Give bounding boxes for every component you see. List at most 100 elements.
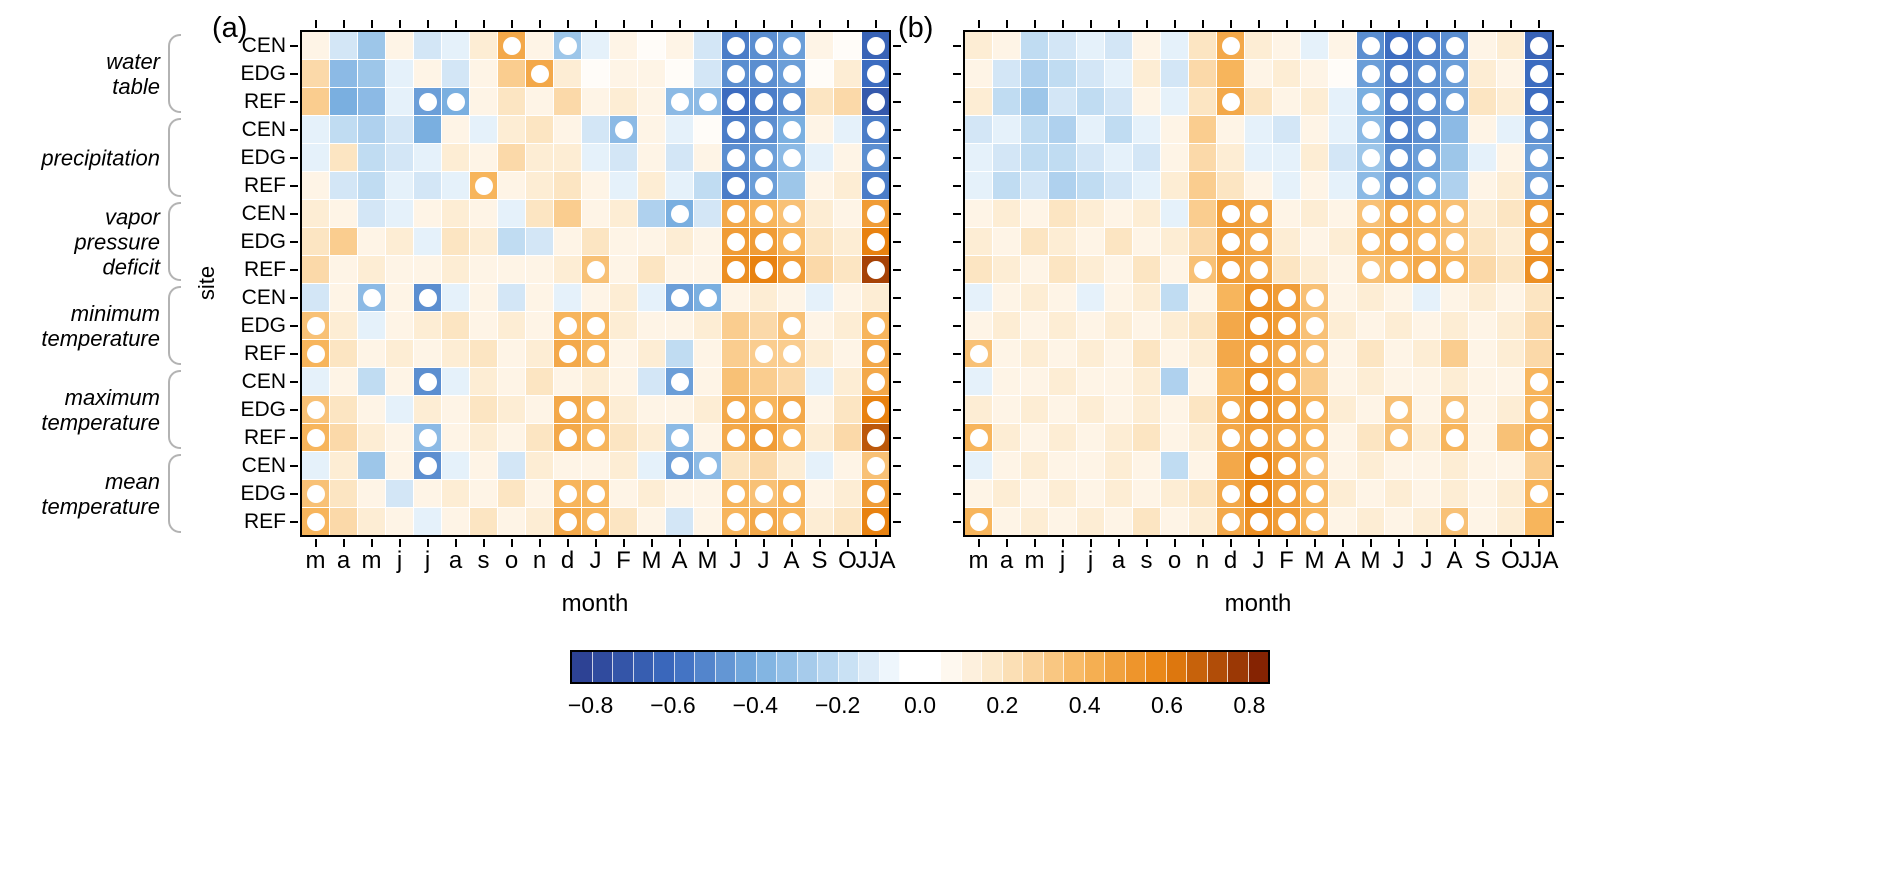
heatmap-cell (638, 32, 665, 59)
colorbar-segment (674, 652, 695, 682)
heatmap-cell (1525, 144, 1552, 171)
heatmap-cell (1497, 452, 1524, 479)
heatmap-cell (302, 312, 329, 339)
heatmap-cell (666, 228, 693, 255)
heatmap-cell (1077, 424, 1104, 451)
significance-dot (306, 428, 325, 447)
heatmap-cell (1469, 424, 1496, 451)
axis-tick (953, 520, 961, 523)
significance-dot (1417, 204, 1436, 223)
axis-tick (1481, 20, 1484, 28)
significance-dot (726, 148, 745, 167)
heatmap-cell (993, 88, 1020, 115)
heatmap-cell (470, 508, 497, 535)
heatmap-cell (1105, 116, 1132, 143)
heatmap-cell (1385, 32, 1412, 59)
heatmap-cell (750, 396, 777, 423)
heatmap-cell (1525, 116, 1552, 143)
axis-tick (846, 20, 849, 28)
heatmap-cell (386, 396, 413, 423)
heatmap-cell (722, 200, 749, 227)
heatmap-cell (554, 88, 581, 115)
significance-dot (1529, 120, 1548, 139)
heatmap-cell (610, 88, 637, 115)
significance-dot (754, 92, 773, 111)
heatmap-cell (834, 200, 861, 227)
heatmap-cell (1133, 480, 1160, 507)
heatmap-cell (1441, 452, 1468, 479)
heatmap-cell (554, 284, 581, 311)
heatmap-cell (610, 144, 637, 171)
heatmap-cell (1441, 172, 1468, 199)
heatmap-cell (993, 116, 1020, 143)
axis-tick (1556, 72, 1564, 75)
heatmap-cell (1245, 172, 1272, 199)
heatmap-cell (1385, 312, 1412, 339)
heatmap-cell (1525, 200, 1552, 227)
heatmap-cell (470, 88, 497, 115)
significance-dot (1445, 92, 1464, 111)
colorbar-gradient (570, 650, 1270, 684)
significance-dot (1305, 456, 1324, 475)
heatmap-cell (1189, 368, 1216, 395)
axis-tick (290, 464, 298, 467)
colorbar-segment (1207, 652, 1228, 682)
heatmap-cell (1189, 424, 1216, 451)
heatmap-cell (1021, 312, 1048, 339)
heatmap-cell (1049, 340, 1076, 367)
heatmap-cell (1525, 284, 1552, 311)
heatmap-cell (498, 60, 525, 87)
heatmap-cell (1329, 116, 1356, 143)
axis-tick (953, 408, 961, 411)
heatmap-cell (750, 340, 777, 367)
heatmap-cell (778, 396, 805, 423)
variable-group-label: precipitation (41, 144, 160, 170)
heatmap-cell (330, 508, 357, 535)
heatmap-cell (722, 144, 749, 171)
heatmap-cell (862, 228, 889, 255)
heatmap-cell (862, 312, 889, 339)
heatmap-cell (610, 116, 637, 143)
heatmap-cell (1021, 172, 1048, 199)
heatmap-cell (1413, 508, 1440, 535)
heatmap-cell (582, 32, 609, 59)
heatmap-cell (1217, 424, 1244, 451)
heatmap-cell (442, 480, 469, 507)
heatmap-cell (1469, 508, 1496, 535)
heatmap-cell (1441, 480, 1468, 507)
significance-dot (1249, 484, 1268, 503)
heatmap-cell (1441, 60, 1468, 87)
axis-tick (953, 492, 961, 495)
heatmap-cell (1441, 312, 1468, 339)
heatmap-cell (1497, 368, 1524, 395)
significance-dot (586, 512, 605, 531)
heatmap-cell (750, 88, 777, 115)
heatmap-cell (1441, 228, 1468, 255)
significance-dot (866, 316, 885, 335)
heatmap-cell (1161, 144, 1188, 171)
axis-tick (426, 20, 429, 28)
heatmap-cell (638, 312, 665, 339)
heatmap-cell (1189, 32, 1216, 59)
heatmap-cell (330, 480, 357, 507)
heatmap-cell (302, 452, 329, 479)
significance-dot (530, 64, 549, 83)
significance-dot (782, 204, 801, 223)
axis-tick (1556, 324, 1564, 327)
x-tick-label: a (448, 547, 463, 574)
heatmap-cell (1273, 144, 1300, 171)
heatmap-cell (834, 312, 861, 339)
colorbar-tick-label: −0.4 (732, 692, 778, 718)
axis-tick (893, 240, 901, 243)
heatmap-cell (778, 340, 805, 367)
significance-dot (1305, 344, 1324, 363)
site-row-label: CEN (241, 117, 286, 141)
heatmap-cell (386, 480, 413, 507)
heatmap-cell (1245, 424, 1272, 451)
heatmap-cell (526, 424, 553, 451)
heatmap-cell (498, 508, 525, 535)
heatmap-cell (1021, 396, 1048, 423)
axis-tick (1556, 212, 1564, 215)
heatmap-cell (1049, 256, 1076, 283)
heatmap-cell (1189, 88, 1216, 115)
